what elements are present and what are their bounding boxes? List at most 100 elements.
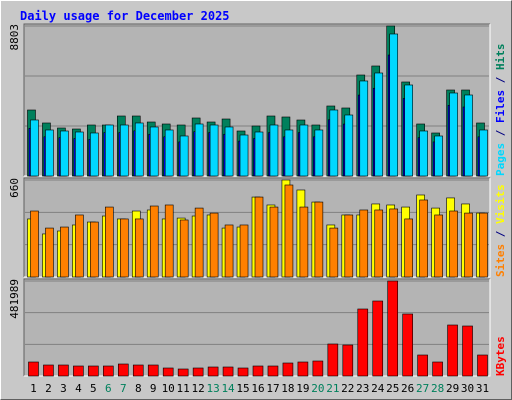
x-tick-label: 15 — [236, 382, 249, 395]
legend-entry: Hits — [494, 44, 507, 71]
x-tick-label: 22 — [341, 382, 354, 395]
bar — [254, 131, 264, 177]
plot-bevel — [23, 23, 490, 176]
x-tick-label: 16 — [251, 382, 264, 395]
x-tick-label: 29 — [446, 382, 459, 395]
bar — [90, 221, 99, 278]
bar — [103, 365, 114, 377]
bar — [432, 361, 443, 377]
bar — [344, 114, 354, 177]
bar — [387, 280, 399, 377]
bar — [209, 212, 219, 278]
bar — [179, 135, 189, 177]
plot-bevel — [23, 278, 490, 376]
legend-separator: / — [494, 123, 507, 143]
x-tick-label: 26 — [401, 382, 414, 395]
bar — [179, 219, 189, 278]
x-tick-label: 13 — [206, 382, 219, 395]
bar — [105, 206, 114, 278]
x-tick-label: 24 — [371, 382, 385, 395]
x-tick-label: 25 — [386, 382, 399, 395]
bar — [30, 210, 39, 278]
legend: Pages / Files / Hits — [494, 44, 507, 177]
bar — [209, 124, 219, 177]
bar — [419, 130, 428, 177]
bar — [132, 364, 144, 377]
bar — [389, 208, 399, 278]
y-tick-label: 481989 — [8, 279, 21, 319]
legend-entry: Files — [494, 90, 507, 123]
x-tick-label: 6 — [105, 382, 112, 395]
x-tick-label: 14 — [221, 382, 235, 395]
bar — [105, 124, 114, 177]
bar — [43, 364, 54, 377]
x-tick-label: 17 — [266, 382, 279, 395]
bar — [267, 365, 279, 377]
bar — [177, 368, 189, 377]
x-tick-label: 9 — [150, 382, 157, 395]
bar — [449, 210, 458, 278]
legend-entry: Pages — [494, 143, 507, 176]
bar — [462, 325, 473, 377]
legend-separator: / — [494, 70, 507, 90]
bar — [419, 199, 428, 278]
bar — [314, 129, 324, 177]
bar — [75, 214, 84, 278]
bar — [75, 131, 84, 177]
x-tick-label: 30 — [461, 382, 474, 395]
bar — [434, 214, 443, 278]
bar — [329, 109, 339, 177]
bar — [88, 365, 99, 377]
plot-bevel — [23, 177, 490, 277]
x-tick-label: 7 — [120, 382, 127, 395]
bar — [194, 207, 204, 278]
x-tick-label: 3 — [60, 382, 67, 395]
bar — [60, 130, 69, 177]
x-tick-label: 31 — [476, 382, 489, 395]
x-tick-label: 27 — [416, 382, 429, 395]
bar — [477, 354, 488, 377]
bar — [297, 361, 309, 377]
x-tick-label: 4 — [75, 382, 82, 395]
x-tick-label: 21 — [326, 382, 339, 395]
bar — [134, 122, 144, 177]
bar — [357, 308, 369, 377]
bar — [239, 224, 249, 278]
bar — [314, 201, 324, 278]
bar — [224, 224, 234, 278]
bar — [252, 365, 264, 377]
bar — [192, 367, 204, 377]
bar — [149, 126, 159, 177]
bar — [207, 366, 219, 377]
bar — [299, 124, 309, 177]
bar — [327, 343, 339, 377]
bar — [254, 196, 264, 278]
bar — [359, 209, 369, 278]
bar — [299, 206, 309, 278]
bar — [149, 205, 159, 278]
x-tick-label: 28 — [431, 382, 444, 395]
bar — [389, 33, 399, 177]
bar — [284, 129, 294, 177]
bar — [269, 124, 279, 177]
y-tick-label: 660 — [8, 178, 21, 198]
x-tick-label: 19 — [296, 382, 309, 395]
bar — [30, 119, 39, 177]
bar — [162, 367, 174, 377]
bar — [464, 94, 473, 177]
bar — [284, 184, 294, 278]
bar — [479, 129, 488, 177]
bar — [374, 209, 384, 278]
bar — [282, 362, 294, 377]
legend-separator: / — [494, 224, 507, 244]
bar — [449, 92, 458, 177]
bar — [194, 123, 204, 177]
x-tick-label: 8 — [135, 382, 142, 395]
bar — [372, 300, 384, 377]
bar — [329, 227, 339, 278]
bar — [417, 354, 428, 377]
bar — [359, 80, 369, 177]
bar — [28, 361, 39, 377]
x-tick-label: 18 — [281, 382, 294, 395]
bar — [90, 132, 99, 177]
